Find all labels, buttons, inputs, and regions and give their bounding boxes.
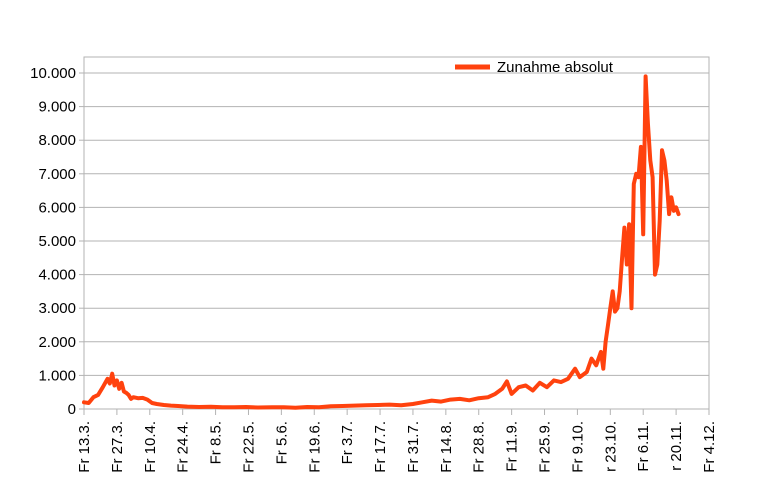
grid [83,56,710,410]
y-tick-label: 5.000 [38,233,76,250]
y-tick-label: 6.000 [38,199,76,216]
x-tick-label: r 20.11. [668,421,685,471]
x-tick-label: Fr 8.5. [208,421,225,464]
x-tick-label: Fr 27.3. [109,421,126,473]
x-tick-label: Fr 14.8. [438,421,455,473]
y-tick-label: 2.000 [38,334,76,351]
x-tick-label: Fr 28.8. [471,421,488,473]
series [82,74,681,410]
x-tick-label: Fr 22.5. [240,421,257,473]
x-tick-label: Fr 17.7. [372,421,389,473]
x-tick-label: Fr 31.7. [405,421,422,473]
x-tick-label: Fr 6.11. [635,421,652,472]
y-tick-label: 8.000 [38,132,76,149]
x-tick-label: Fr 19.6. [306,421,323,473]
series-line [82,74,681,410]
x-tick-label: Fr 13.3. [76,421,93,473]
x-tick-label: Fr 5.6. [273,421,290,464]
x-tick-label: Fr 24.4. [175,421,192,473]
y-tick-label: 10.000 [30,65,76,82]
y-tick-label: 7.000 [38,166,76,183]
axes [79,72,710,415]
plot-frame [83,56,710,410]
x-tick-label: r 23.10. [602,421,619,472]
x-tick-label: Fr 3.7. [339,421,356,464]
y-tick-label: 4.000 [38,267,76,284]
y-tick-label: 0 [68,401,76,418]
y-tick-label: 3.000 [38,300,76,317]
x-tick-label: Fr 9.10. [569,421,586,473]
x-tick-label: Fr 25.9. [537,421,554,473]
x-tick-label: Fr 11.9. [504,421,521,472]
y-tick-label: 9.000 [38,99,76,116]
y-tick-label: 1.000 [38,367,76,384]
x-tick-label: Fr 10.4. [142,421,159,473]
legend: Zunahme absolut [455,59,614,76]
x-tick-labels: Fr 13.3. Fr 27.3. Fr 10.4. Fr 24.4. Fr 8.5. F… [76,421,718,473]
y-tick-labels: 0 1.000 2.000 3.000 4.000 5.000 6.000 7.000 8.00… [30,65,76,418]
legend-label: Zunahme absolut [497,59,614,76]
x-tick-label: Fr 4.12. [701,421,718,473]
